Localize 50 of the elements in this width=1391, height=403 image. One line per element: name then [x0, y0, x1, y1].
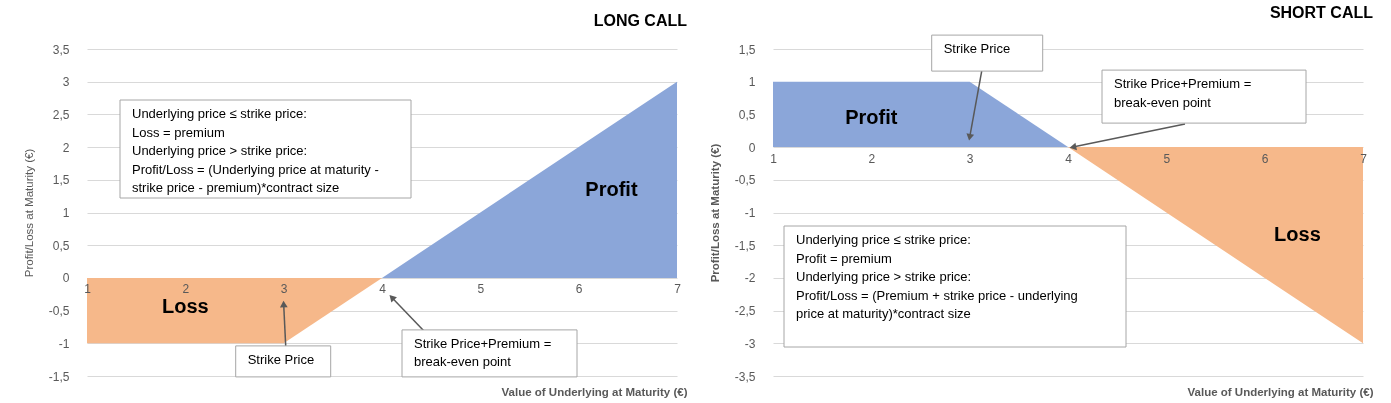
x-tick-label: 6 — [575, 282, 583, 297]
y-tick-label: 3 — [62, 75, 70, 90]
x-tick-label: 6 — [1261, 151, 1269, 166]
series-label: Loss — [1274, 223, 1321, 246]
y-tick-label: 1,5 — [738, 42, 756, 57]
series-label: Loss — [161, 295, 209, 318]
y-tick-label: 2 — [62, 140, 70, 155]
x-tick-label: 7 — [674, 282, 682, 297]
x-tick-label: 5 — [1163, 151, 1171, 166]
y-tick-label: 0,5 — [738, 107, 756, 122]
x-tick-label: 4 — [1065, 151, 1073, 166]
y-tick-label: 1 — [748, 75, 756, 90]
x-tick-label: 1 — [770, 151, 778, 166]
y-axis-title: Profit/Loss at Maturity (€) — [708, 143, 721, 283]
x-tick-label: 5 — [477, 282, 485, 297]
y-tick-label: 0 — [62, 271, 70, 286]
x-tick-label: 2 — [182, 282, 190, 297]
annotation: Strike Price — [247, 351, 315, 367]
y-tick-label: -1 — [58, 336, 70, 351]
y-axis-title: Profit/Loss at Maturity (€) — [22, 148, 35, 278]
series-label: Profit — [585, 177, 638, 200]
y-tick-label: -3 — [744, 336, 756, 351]
y-tick-label: 0 — [748, 140, 756, 155]
y-tick-label: -0,5 — [48, 304, 70, 319]
annotation: Strike Price — [943, 41, 1011, 57]
annotation: Underlying price ≤ strike price: Loss = premium Underlying price > strike price: Profit/Loss = (Underlying price at maturity - strike price - premium)*contract size — [132, 106, 379, 195]
chart-title: SHORT CALL — [1269, 3, 1374, 21]
x-tick-label: 4 — [379, 282, 387, 297]
x-axis-title: Value of Underlying at Maturity (€) — [501, 385, 688, 398]
y-tick-label: 1,5 — [52, 173, 70, 188]
y-tick-label: 2,5 — [52, 107, 70, 122]
y-tick-label: 3,5 — [52, 42, 70, 57]
y-tick-label: -1,5 — [734, 238, 756, 253]
x-axis-title: Value of Underlying at Maturity (€) — [1187, 385, 1374, 398]
annotation: Strike Price+Premium = break-even point — [414, 335, 552, 370]
y-tick-label: -2 — [744, 271, 756, 286]
annotation: Underlying price ≤ strike price: Profit = premium Underlying price > strike price: Profit/Loss = (Premium + strike price - underlying price at maturity)*contract size — [796, 232, 1078, 321]
x-tick-label: 2 — [868, 151, 876, 166]
y-tick-label: -2,5 — [734, 304, 756, 319]
x-tick-label: 3 — [966, 151, 974, 166]
chart-title: LONG CALL — [593, 12, 688, 29]
y-tick-label: -0,5 — [734, 173, 756, 188]
y-tick-label: 0,5 — [52, 238, 70, 253]
y-tick-label: -1,5 — [48, 369, 70, 384]
y-tick-label: -3,5 — [734, 369, 756, 384]
annotation: Strike Price+Premium = break-even point — [1114, 76, 1252, 110]
y-tick-label: -1 — [744, 206, 756, 220]
series-label: Profit — [845, 105, 898, 128]
x-tick-label: 3 — [280, 282, 288, 297]
y-tick-label: 1 — [62, 206, 70, 220]
